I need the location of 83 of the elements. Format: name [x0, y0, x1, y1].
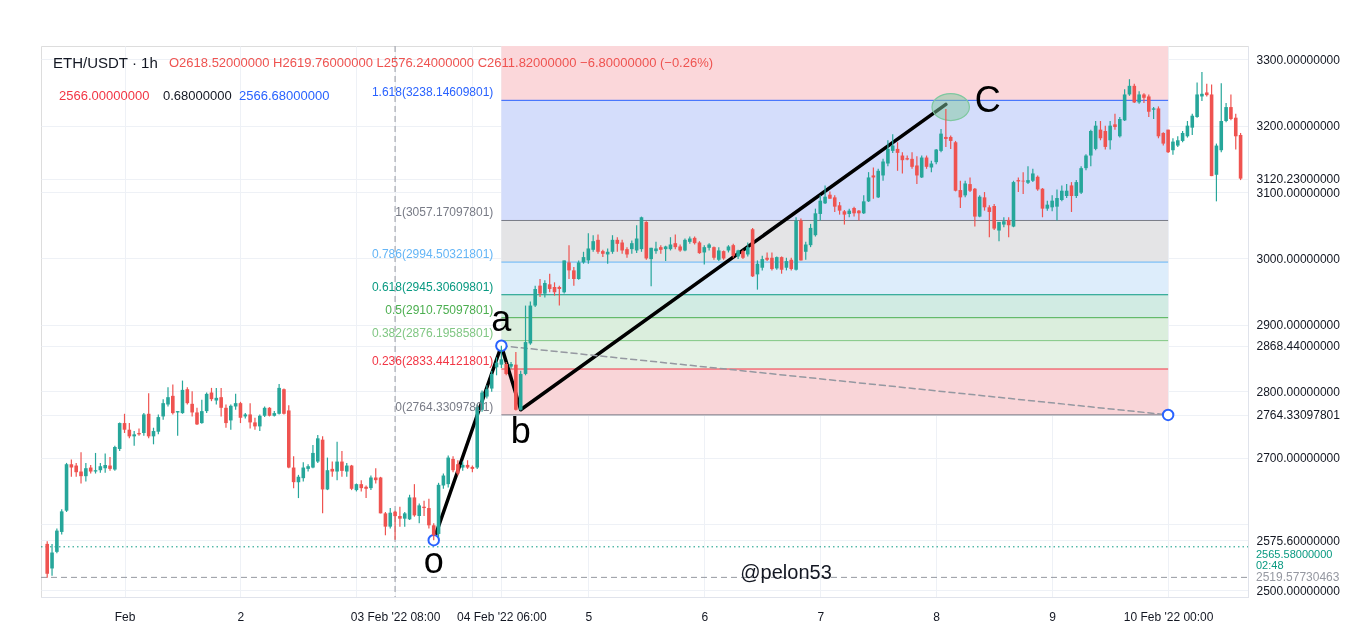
- candlestick: [919, 154, 924, 179]
- ref-line-label: 1(3057.17097801): [395, 205, 494, 220]
- annotation: b: [510, 409, 531, 451]
- candlestick: [340, 450, 344, 478]
- ref-line-label: 0.5(2910.75097801): [385, 302, 494, 317]
- point: [427, 533, 440, 547]
- candlestick: [200, 399, 204, 425]
- x-tick-label: 10 Feb '22 00:00: [1123, 609, 1214, 624]
- x-tick-label: Feb: [114, 609, 136, 624]
- candlestick: [572, 266, 576, 287]
- candlestick: [417, 502, 422, 524]
- ref-line-label: 2519.57730463: [1256, 570, 1340, 585]
- y-tick-label: 2764.33097801: [1256, 408, 1341, 423]
- ref-line-label: 0.236(2833.44121801): [371, 354, 494, 368]
- annotation: 0.68000000: [163, 88, 232, 103]
- candlestick: [248, 402, 252, 429]
- point: [1161, 408, 1175, 422]
- ref-line-label: 1.618(3238.14609801): [371, 85, 494, 100]
- candlestick: [108, 456, 112, 472]
- y-tick-label: 3120.23000000: [1256, 172, 1341, 187]
- candlestick: [315, 434, 320, 464]
- point: [495, 339, 508, 352]
- candlestick: [992, 203, 996, 231]
- candlestick: [489, 370, 494, 393]
- text: O2618.52000000 H2619.76000000 L2576.24000000 C2611.82000000 −6.80000000 (−0.26%): [169, 55, 714, 70]
- candlestick: [190, 390, 194, 418]
- x-tick-label: 5: [585, 609, 593, 624]
- candlestick: [1132, 83, 1137, 104]
- ref-line-label: 0.786(2994.50321801): [371, 247, 494, 262]
- candlestick: [301, 461, 306, 483]
- x-tick-label: 6: [701, 609, 709, 624]
- x-tick-label: 04 Feb '22 06:00: [457, 609, 548, 624]
- candlestick: [393, 510, 397, 541]
- x-tick-label: 03 Feb '22 08:00: [350, 609, 441, 624]
- y-tick-label: 3300.00000000: [1256, 52, 1341, 67]
- x-tick-label: 9: [1049, 609, 1057, 624]
- candlestick: [335, 441, 339, 481]
- candlestick: [224, 403, 228, 429]
- x-tick-label: 8: [933, 609, 941, 624]
- candlestick: [50, 543, 54, 577]
- annotation: o: [423, 540, 444, 582]
- text: ETH/USDT · 1h: [53, 54, 158, 71]
- y-tick-label: 2700.00000000: [1256, 451, 1341, 466]
- y-tick-label: 3200.00000000: [1256, 119, 1341, 134]
- candlestick: [229, 403, 233, 431]
- ref-line-label: 2565.58000000 02:48: [1256, 547, 1333, 571]
- y-tick-label: 2500.00000000: [1256, 583, 1341, 598]
- annotation: 2566.00000000: [59, 88, 150, 103]
- candlestick: [219, 387, 223, 418]
- candlestick: [1146, 93, 1151, 118]
- y-tick-label: 3100.00000000: [1256, 185, 1341, 200]
- x-tick-label: 7: [817, 609, 825, 624]
- candlestick: [171, 383, 175, 416]
- candlestick: [509, 361, 513, 370]
- y-tick-label: 3000.00000000: [1256, 251, 1341, 266]
- y-tick-label: 2868.44000000: [1256, 339, 1341, 354]
- candlestick: [499, 345, 504, 369]
- candlestick: [398, 506, 402, 528]
- candlestick: [427, 498, 431, 530]
- candlestick: [1108, 120, 1112, 151]
- candlestick: [93, 452, 98, 475]
- ref-line-label: 0.382(2876.19585801): [371, 325, 494, 340]
- candlestick: [388, 507, 393, 530]
- candlestick: [142, 412, 146, 437]
- candlestick: [253, 417, 257, 431]
- y-tick-label: 2575.60000000: [1256, 533, 1341, 548]
- ref-line-label: 0.618(2945.30609801): [371, 279, 494, 294]
- y-tick-label: 2800.00000000: [1256, 384, 1341, 399]
- x-tick-label: 2: [237, 609, 245, 624]
- candlestick: [944, 108, 948, 148]
- candlestick: [79, 451, 83, 485]
- candlestick: [103, 453, 107, 474]
- candlestick: [567, 244, 571, 280]
- candlestick: [538, 278, 542, 298]
- y-tick-label: 2900.00000000: [1256, 318, 1341, 333]
- candlestick: [861, 194, 866, 215]
- candlestick: [702, 244, 707, 266]
- candlestick: [84, 462, 88, 483]
- candlestick: [1113, 113, 1117, 131]
- annotation: 2566.68000000: [239, 88, 330, 103]
- candlestick: [533, 285, 537, 308]
- candlestick: [1224, 102, 1228, 123]
- annotation: @pelon53: [740, 561, 832, 583]
